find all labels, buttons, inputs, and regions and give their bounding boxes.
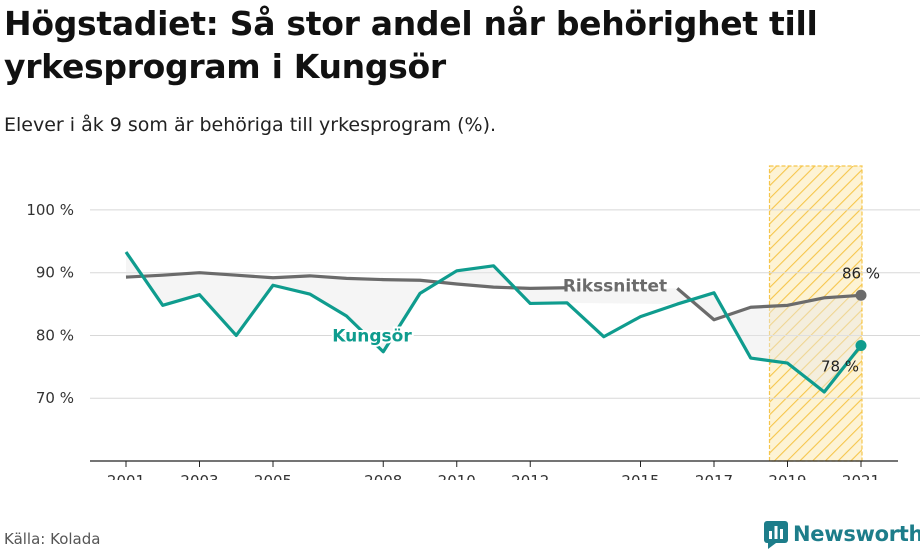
- y-tick-label: 70 %: [36, 389, 74, 407]
- x-tick-label: 2015: [621, 472, 659, 480]
- kungsor-end-label: 78 %: [821, 358, 859, 376]
- x-tick-label: 2010: [438, 472, 476, 480]
- x-tick-label: 2021: [842, 472, 880, 480]
- riksnittet-line: [125, 271, 568, 290]
- chart-subtitle: Elever i åk 9 som är behöriga till yrkes…: [4, 114, 497, 136]
- x-tick-label: 2012: [511, 472, 549, 480]
- series-gap-fill: [126, 251, 861, 392]
- kungsor-line: [124, 251, 863, 394]
- x-tick-label: 2005: [254, 472, 292, 480]
- riksnittet-series-label: Rikssnittet: [563, 276, 667, 296]
- y-tick-label: 80 %: [36, 326, 74, 344]
- kungsor-endpoint: [855, 340, 867, 352]
- x-tick-label: 2017: [695, 472, 733, 480]
- riksnittet-endpoint: [855, 289, 867, 301]
- brand-name: Newsworthy: [793, 522, 920, 546]
- x-tick-label: 2001: [107, 472, 145, 480]
- highlight-band: [768, 165, 863, 462]
- source-note: Källa: Kolada: [4, 530, 101, 548]
- x-tick-label: 2008: [364, 472, 402, 480]
- chart-title: Högstadiet: Så stor andel når behörighet…: [4, 4, 818, 86]
- x-tick-label: 2019: [768, 472, 806, 480]
- x-tick-label: 2003: [180, 472, 218, 480]
- brand-logo: Newsworthy: [764, 518, 920, 550]
- y-tick-label: 100 %: [26, 201, 74, 219]
- riksnittet-line: [676, 287, 862, 322]
- y-tick-label: 90 %: [36, 264, 74, 282]
- line-chart: 70 % 80 % 90 % 100 % 2001 2003 2005 2008 2010 201…: [26, 165, 920, 480]
- kungsor-series-label: Kungsör: [332, 326, 412, 346]
- newsworthy-chart-bubble-icon: [764, 521, 788, 549]
- riksnittet-end-label: 86 %: [842, 264, 880, 282]
